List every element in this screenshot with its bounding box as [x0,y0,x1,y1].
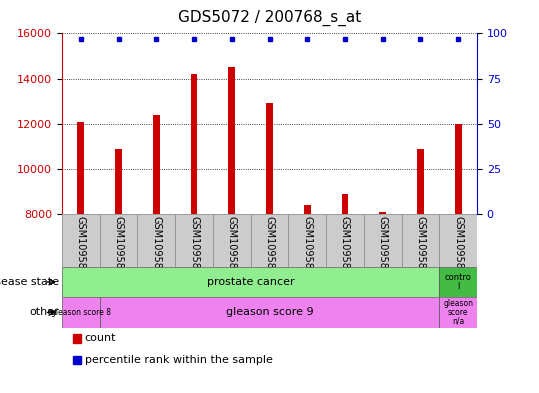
Text: gleason
score
n/a: gleason score n/a [443,299,473,326]
Text: GSM1095876: GSM1095876 [453,216,463,281]
Bar [439,297,477,328]
Text: GSM1095884: GSM1095884 [378,216,388,281]
Text: gleason score 8: gleason score 8 [51,308,111,317]
Bar [229,67,235,214]
Bar [304,205,310,214]
Text: GSM1095885: GSM1095885 [416,216,425,281]
Text: count: count [85,333,116,343]
Bar [417,149,424,214]
Bar [62,297,100,328]
Text: GSM1095877: GSM1095877 [151,216,161,281]
Bar [364,214,402,267]
Text: GSM1095879: GSM1095879 [227,216,237,281]
Bar [379,212,386,214]
Bar [137,214,175,267]
Bar [100,297,439,328]
Bar [100,214,137,267]
Text: GSM1095881: GSM1095881 [302,216,312,281]
Bar [439,267,477,297]
Bar [153,115,160,214]
Bar [402,214,439,267]
Text: contro
l: contro l [445,273,472,291]
Bar [213,214,251,267]
Bar [288,214,326,267]
Bar [251,214,288,267]
Bar [115,149,122,214]
Text: prostate cancer: prostate cancer [207,277,294,287]
Bar [326,214,364,267]
Bar [175,214,213,267]
Text: GSM1095883: GSM1095883 [76,216,86,281]
Bar [455,124,461,214]
Text: other: other [30,307,59,318]
Bar [191,74,197,214]
Bar [78,121,84,214]
Bar [62,214,100,267]
Text: GDS5072 / 200768_s_at: GDS5072 / 200768_s_at [178,10,361,26]
Bar [342,194,348,214]
Text: GSM1095878: GSM1095878 [189,216,199,281]
Text: GSM1095882: GSM1095882 [340,216,350,281]
Text: percentile rank within the sample: percentile rank within the sample [85,355,273,365]
Text: disease state: disease state [0,277,59,287]
Bar [266,103,273,214]
Text: GSM1095886: GSM1095886 [114,216,123,281]
Bar [439,214,477,267]
Text: gleason score 9: gleason score 9 [226,307,313,318]
Text: GSM1095880: GSM1095880 [265,216,274,281]
